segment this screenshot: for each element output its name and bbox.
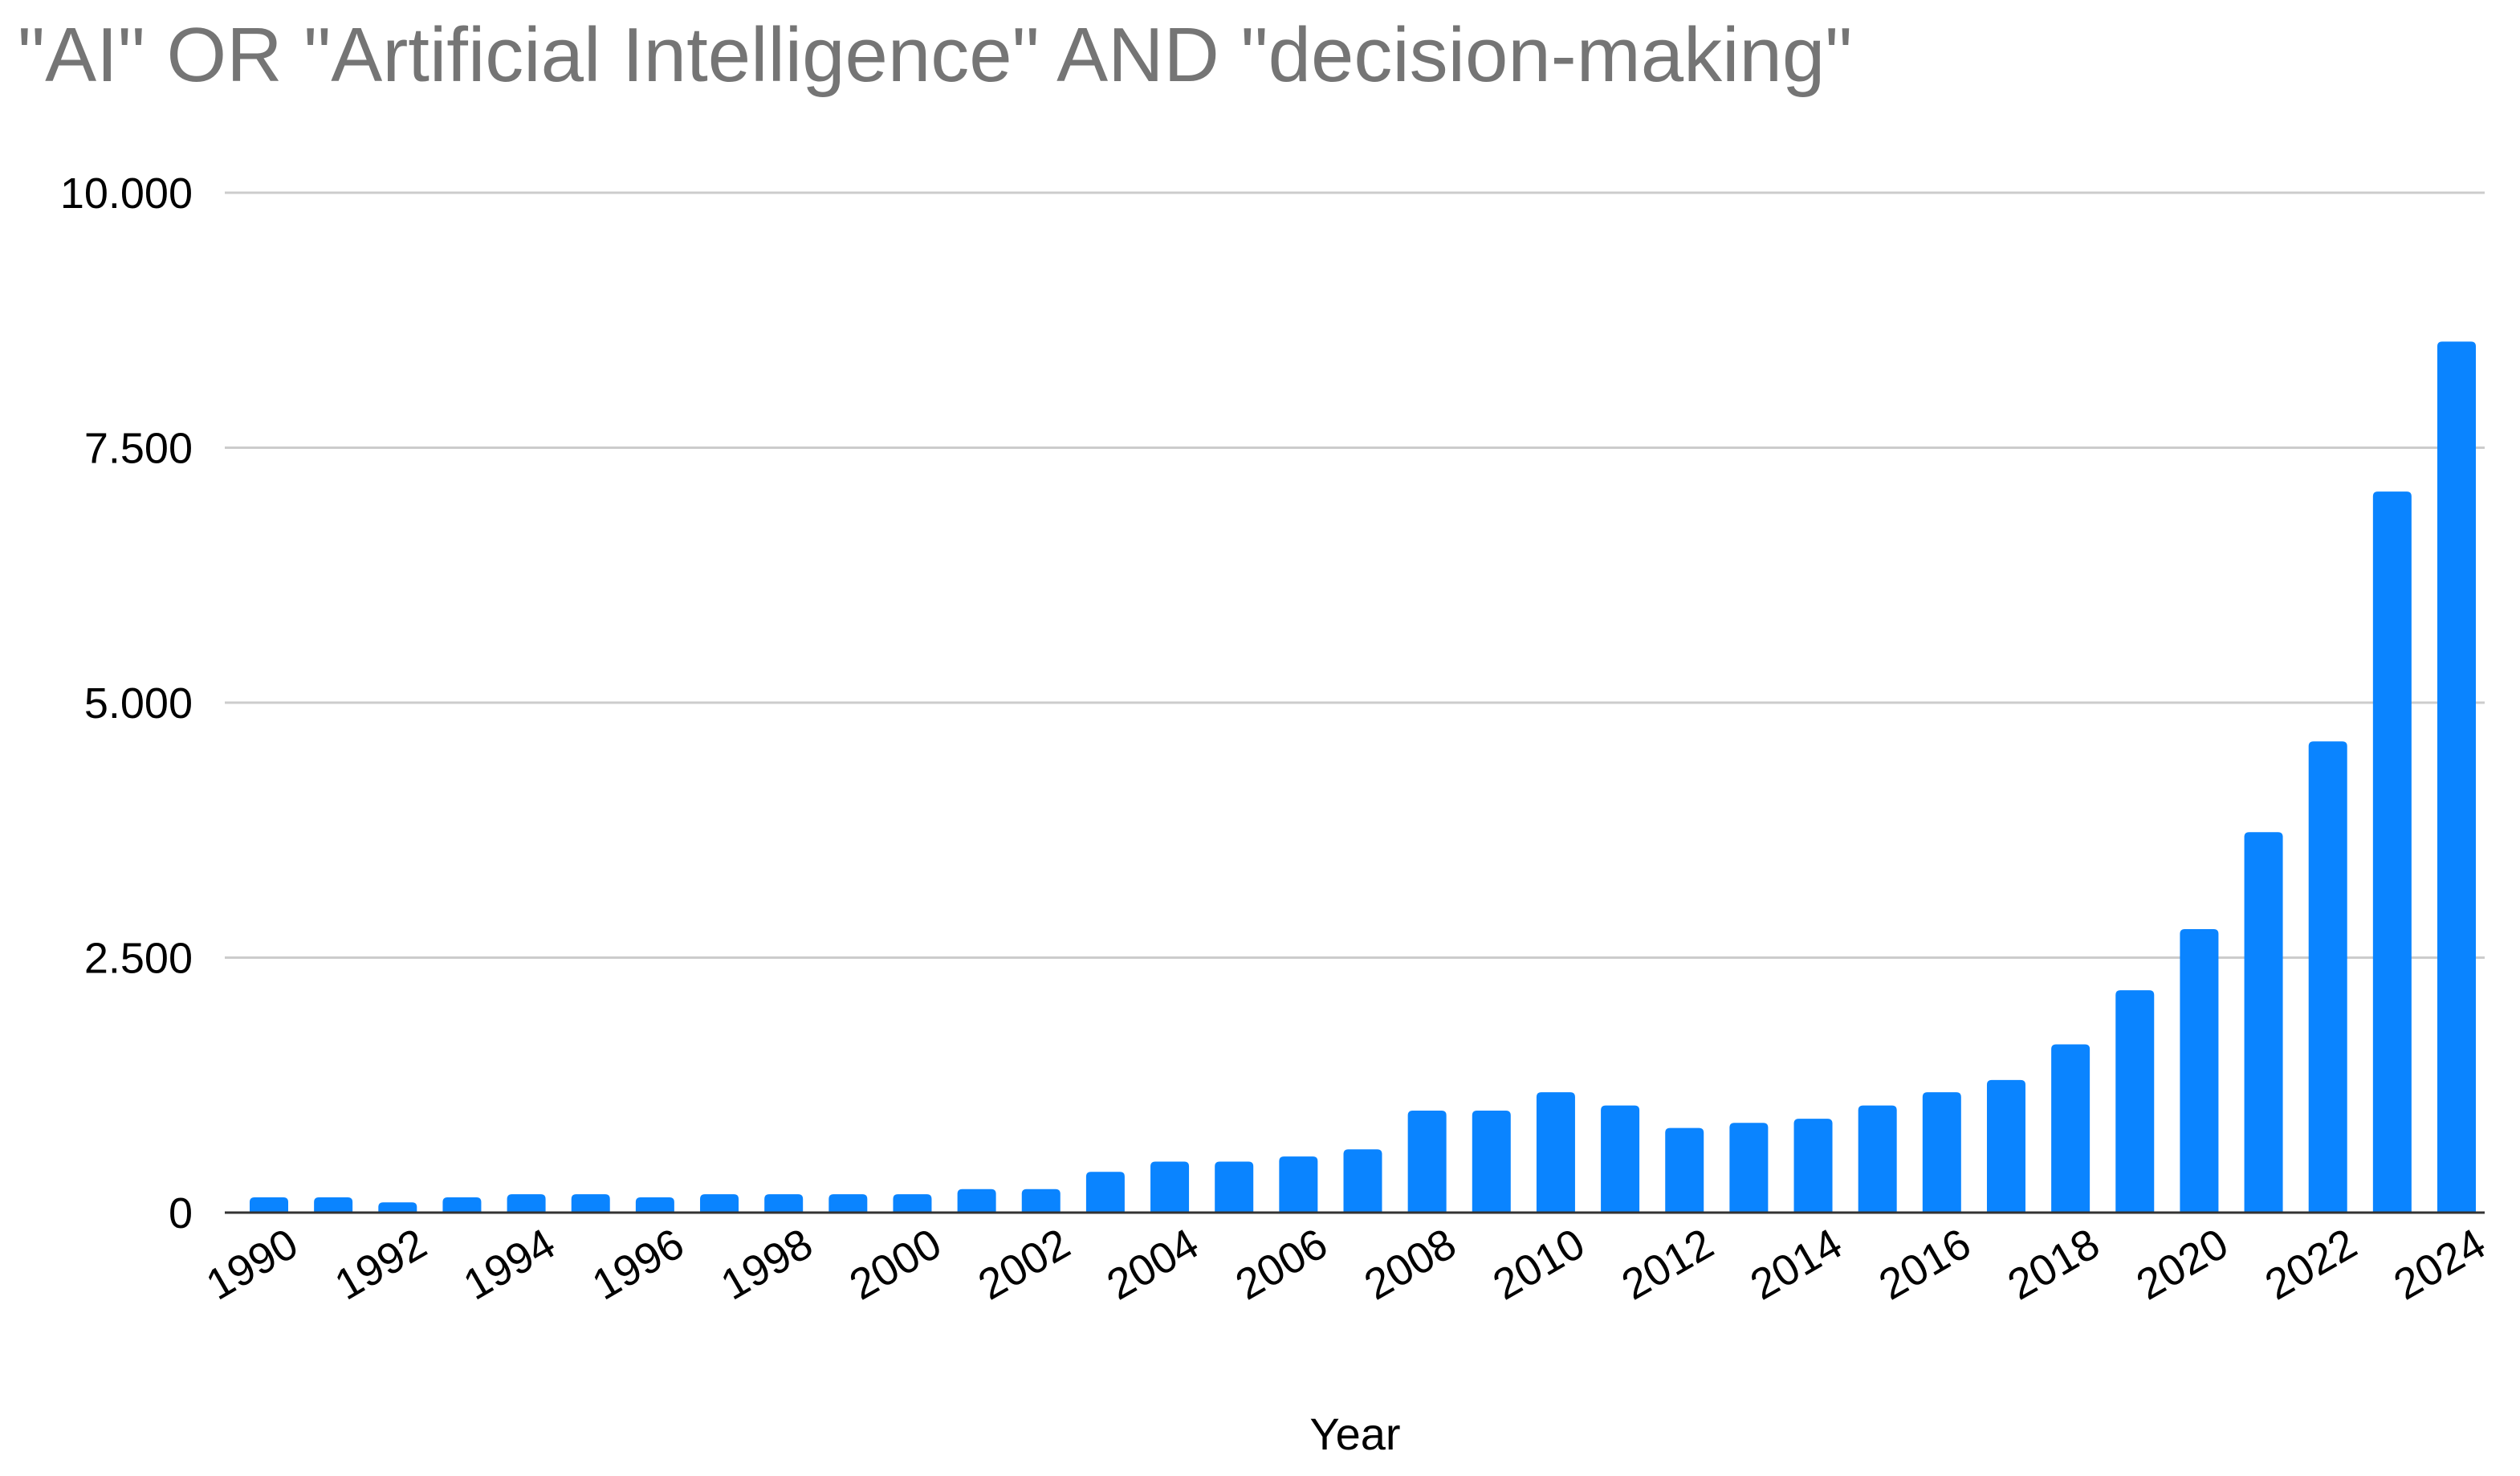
y-tick-label: 2.500	[84, 935, 193, 983]
bar-2024	[2437, 341, 2476, 1213]
x-tick-label: 2006	[1227, 1219, 1335, 1309]
bar-2018	[2051, 1044, 2091, 1213]
bar-2009	[1472, 1111, 1511, 1213]
bar-1998	[764, 1194, 804, 1213]
bar-2023	[2372, 491, 2412, 1213]
bar-1990	[250, 1197, 288, 1213]
x-tick-label: 2016	[1871, 1219, 1979, 1309]
bar-2006	[1279, 1156, 1318, 1213]
x-tick-label: 1990	[198, 1219, 306, 1309]
y-tick-label: 7.500	[84, 425, 193, 473]
x-tick-label: 2008	[1357, 1219, 1464, 1309]
bar-2005	[1215, 1161, 1254, 1213]
x-tick-label: 1994	[456, 1219, 564, 1309]
bar-1993	[442, 1197, 482, 1213]
bar-1999	[828, 1194, 868, 1213]
x-tick-label: 2012	[1614, 1219, 1721, 1309]
y-tick-label: 0	[169, 1189, 193, 1237]
bar-2015	[1858, 1105, 1897, 1213]
x-tick-label: 1996	[584, 1219, 692, 1309]
bar-2003	[1085, 1172, 1125, 1213]
bar-2004	[1150, 1161, 1190, 1213]
bar-2019	[2115, 990, 2155, 1213]
x-tick-label: 2022	[2257, 1219, 2365, 1309]
y-tick-label: 10.000	[60, 169, 193, 218]
bar-2020	[2180, 928, 2219, 1213]
x-tick-label: 2002	[971, 1219, 1078, 1309]
bar-2011	[1601, 1105, 1640, 1213]
bar-2021	[2244, 832, 2283, 1213]
bar-2007	[1343, 1149, 1382, 1213]
bar-2016	[1922, 1092, 1961, 1213]
bar-2001	[957, 1189, 996, 1213]
bar-2017	[1986, 1079, 2025, 1213]
x-axis-ticks: 1990 1992 1994 1996 1998 2000 2002 2004 2006 2008…	[198, 1219, 2494, 1309]
x-tick-label: 2000	[841, 1219, 949, 1309]
x-tick-label: 1992	[327, 1219, 434, 1309]
y-tick-label: 5.000	[84, 679, 193, 728]
bar-2008	[1407, 1111, 1447, 1213]
x-tick-label: 2018	[2000, 1219, 2107, 1309]
chart-title: "AI" OR "Artificial Intelligence" AND "d…	[18, 12, 1853, 98]
x-tick-label: 2020	[2128, 1219, 2236, 1309]
bar-2013	[1729, 1123, 1769, 1213]
x-tick-label: 2004	[1099, 1219, 1207, 1309]
bar-2012	[1665, 1127, 1704, 1213]
y-axis-ticks: 0 2.500 5.000 7.500 10.000	[60, 169, 193, 1237]
x-axis-label: Year	[1309, 1409, 1400, 1459]
bar-2022	[2308, 741, 2347, 1213]
bar-2014	[1793, 1119, 1833, 1213]
bar-1992	[378, 1202, 417, 1213]
bar-2010	[1536, 1092, 1575, 1213]
bar-1991	[314, 1197, 353, 1213]
x-tick-label: 2014	[1742, 1219, 1850, 1309]
bars	[250, 341, 2476, 1213]
x-tick-label: 1998	[713, 1219, 820, 1309]
gridlines	[225, 191, 2485, 959]
bar-2002	[1021, 1189, 1061, 1213]
bar-1997	[700, 1194, 739, 1213]
bar-2000	[893, 1194, 932, 1213]
x-tick-label: 2010	[1485, 1219, 1593, 1309]
bar-1995	[571, 1194, 610, 1213]
x-tick-label: 2024	[2386, 1219, 2494, 1309]
bar-1994	[507, 1194, 546, 1213]
bar-1996	[635, 1197, 674, 1213]
